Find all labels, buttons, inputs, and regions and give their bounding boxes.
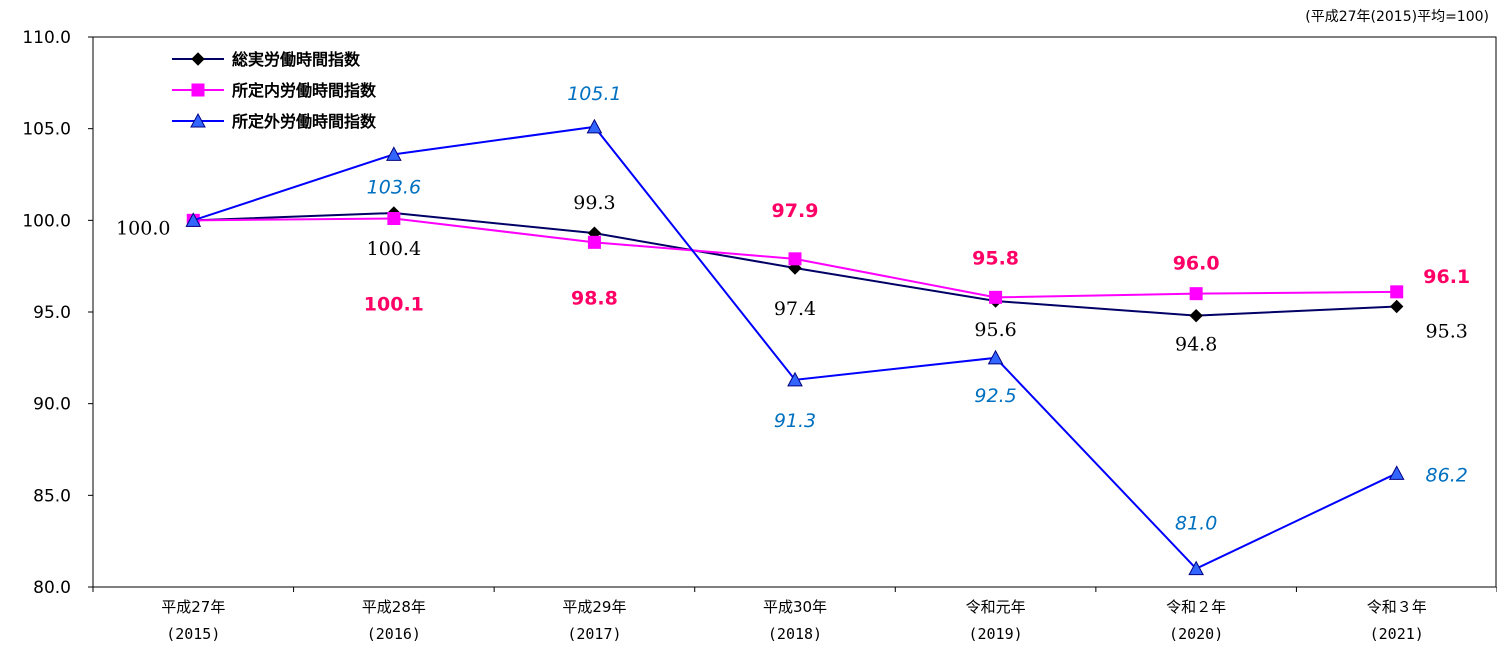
- total-hours-data-label: 95.3: [1426, 321, 1468, 343]
- x-tick-label-year: (2016): [367, 625, 421, 643]
- legend-label: 所定内労働時間指数: [232, 81, 377, 100]
- x-tick-label-year: (2019): [968, 625, 1022, 643]
- scheduled-hours-data-label: 100.1: [364, 294, 424, 316]
- overtime-hours-data-label: 81.0: [1175, 513, 1217, 535]
- overtime-hours-point: [386, 146, 402, 161]
- x-tick-label-era: 平成28年: [362, 598, 426, 616]
- y-tick-label: 110.0: [22, 28, 71, 48]
- y-tick-label: 90.0: [33, 395, 71, 415]
- y-tick-label: 80.0: [33, 578, 71, 598]
- y-tick-label: 105.0: [22, 120, 71, 140]
- x-tick-label-era: 平成27年: [161, 598, 225, 616]
- y-tick-label: 95.0: [33, 303, 71, 323]
- total-hours-point: [1189, 308, 1203, 323]
- x-tick-label-year: (2017): [567, 625, 621, 643]
- x-tick-label-era: 平成29年: [562, 598, 626, 616]
- x-tick-label-era: 令和元年: [966, 598, 1026, 616]
- scheduled-hours-point: [1189, 287, 1203, 301]
- scheduled-hours-point: [788, 252, 802, 266]
- total-hours-data-label: 94.8: [1175, 334, 1217, 356]
- legend-label: 所定外労働時間指数: [232, 112, 377, 131]
- y-tick-label: 85.0: [33, 486, 71, 506]
- total-hours-data-label: 99.3: [573, 192, 615, 214]
- scheduled-hours-point: [989, 290, 1003, 304]
- total-hours-data-label: 95.6: [974, 319, 1016, 341]
- overtime-hours-point: [586, 118, 603, 134]
- legend-marker: [190, 112, 206, 128]
- scheduled-hours-point: [587, 235, 601, 249]
- scheduled-hours-data-label: 96.1: [1423, 266, 1470, 288]
- overtime-hours-data-label: 86.2: [1426, 464, 1468, 486]
- overtime-hours-data-label: 103.6: [367, 176, 421, 198]
- x-tick-label-year: (2020): [1169, 625, 1223, 643]
- overtime-hours-point: [787, 371, 803, 387]
- scheduled-hours-data-label: 98.8: [571, 287, 618, 309]
- legend-label: 総実労働時間指数: [232, 50, 361, 69]
- overtime-hours-data-label: 91.3: [774, 410, 816, 432]
- overtime-hours-data-label: 105.1: [567, 83, 621, 105]
- x-tick-label-year: (2015): [166, 625, 220, 643]
- overtime-hours-data-label: 92.5: [974, 385, 1016, 407]
- x-tick-label-era: 令和３年: [1367, 598, 1427, 616]
- scheduled-hours-data-label: 95.8: [972, 247, 1019, 269]
- x-tick-label-era: 令和２年: [1166, 598, 1226, 616]
- legend-marker: [191, 83, 205, 97]
- x-tick-label-year: (2021): [1370, 625, 1424, 643]
- legend-marker: [191, 52, 205, 66]
- overtime-hours-point: [185, 212, 202, 227]
- x-tick-label-era: 平成30年: [763, 598, 827, 616]
- total-hours-point: [1390, 299, 1404, 314]
- scheduled-hours-point: [387, 212, 401, 225]
- x-tick-label-year: (2018): [768, 625, 822, 643]
- total-hours-data-label: 100.4: [367, 238, 421, 260]
- scheduled-hours-data-label: 97.9: [772, 200, 819, 222]
- overtime-hours-point: [987, 349, 1004, 365]
- total-hours-data-label: 100.0: [116, 217, 170, 239]
- y-tick-label: 100.0: [22, 211, 71, 231]
- overtime-hours-point: [1388, 465, 1405, 480]
- unit-note: (平成27年(2015)平均=100): [1305, 9, 1489, 25]
- total-hours-data-label: 97.4: [774, 298, 816, 320]
- scheduled-hours-data-label: 96.0: [1173, 253, 1220, 275]
- overtime-hours-point: [1188, 560, 1204, 576]
- scheduled-hours-point: [1390, 285, 1404, 299]
